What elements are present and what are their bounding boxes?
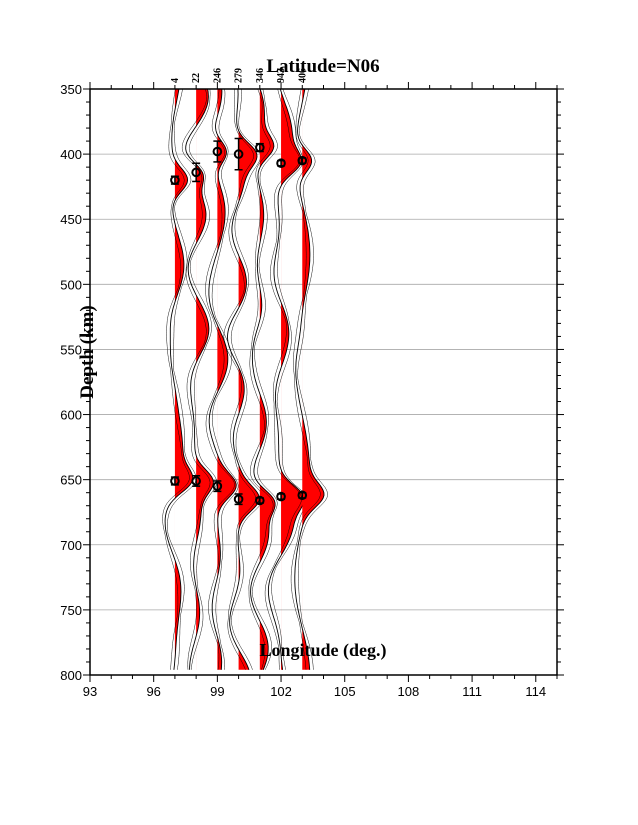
trace-envelope [211,88,239,670]
x-tick-label: 108 [398,684,420,699]
trace-envelope [162,88,190,670]
trace-envelope [290,88,321,670]
pick-marker [170,175,180,185]
chart-title: Latitude=N06 [266,56,379,77]
plot-frame [89,88,558,676]
trace-count-label: 943 [276,68,287,83]
y-tick-label: 600 [60,408,82,423]
y-tick-label: 350 [60,82,82,97]
pick-marker [297,490,308,501]
trace-envelope [167,88,197,670]
trace-envelope [181,88,211,670]
trace-count-label: 346 [255,68,266,83]
trace-count-label: 4 [170,78,181,83]
x-tick-label: 99 [210,684,224,699]
trace-fill [281,89,305,670]
trace-group [162,88,328,670]
y-tick-label: 500 [60,277,82,292]
pick-marker [233,149,244,159]
pick-marker [276,491,286,502]
x-tick-label: 93 [83,684,97,699]
pick-marker [276,158,286,169]
pick-marker [255,495,265,506]
trace-fill [302,89,324,670]
y-tick-label: 700 [60,538,82,553]
trace-line [250,88,276,670]
x-tick-label: 102 [270,684,292,699]
trace-line [185,88,214,670]
trace-count-label: 246 [212,68,223,83]
trace-envelope [189,88,217,670]
x-tick-label: 105 [334,684,356,699]
grid-lines [90,153,557,611]
x-tick-label: 114 [525,684,546,699]
trace-fill [259,89,276,670]
pick-markers [170,137,308,506]
pick-marker [191,167,201,178]
trace-count-label: 279 [234,68,245,83]
pick-marker [212,481,223,491]
y-tick-label: 750 [60,603,82,618]
pick-marker [191,476,201,486]
pick-marker [297,155,308,166]
trace-count-labels: 4 22 246 279 346 943 406 [170,68,308,83]
trace-envelope [223,88,256,670]
trace-envelope [230,88,264,670]
x-tick-label: 111 [462,684,482,699]
trace-fill [174,89,193,670]
trace-line [208,88,237,670]
trace-fill [238,89,260,670]
y-tick-label: 450 [60,212,82,227]
trace-envelope [248,88,274,670]
y-axis-label: Depth (km) [77,305,98,398]
trace-count-label: 22 [191,73,202,83]
trace-count-label: 406 [297,68,308,83]
trace-line [227,88,260,670]
trace-envelope [297,88,328,670]
trace-envelope [205,88,235,670]
trace-envelope [271,88,308,670]
trace-envelope [264,88,302,670]
x-axis-label: Longitude (deg.) [259,640,386,661]
pick-marker [212,146,223,157]
trace-line [164,88,194,670]
pick-marker [255,142,265,153]
y-tick-label: 550 [60,342,82,357]
trace-envelope [251,88,278,670]
pick-marker [170,476,180,486]
y-tick-label: 800 [60,668,82,683]
x-tick-label: 96 [146,684,160,699]
pick-marker [233,494,244,505]
y-tick-label: 400 [60,147,82,162]
y-tick-label: 650 [60,473,82,488]
trace-line [267,88,305,670]
trace-line [294,88,325,670]
